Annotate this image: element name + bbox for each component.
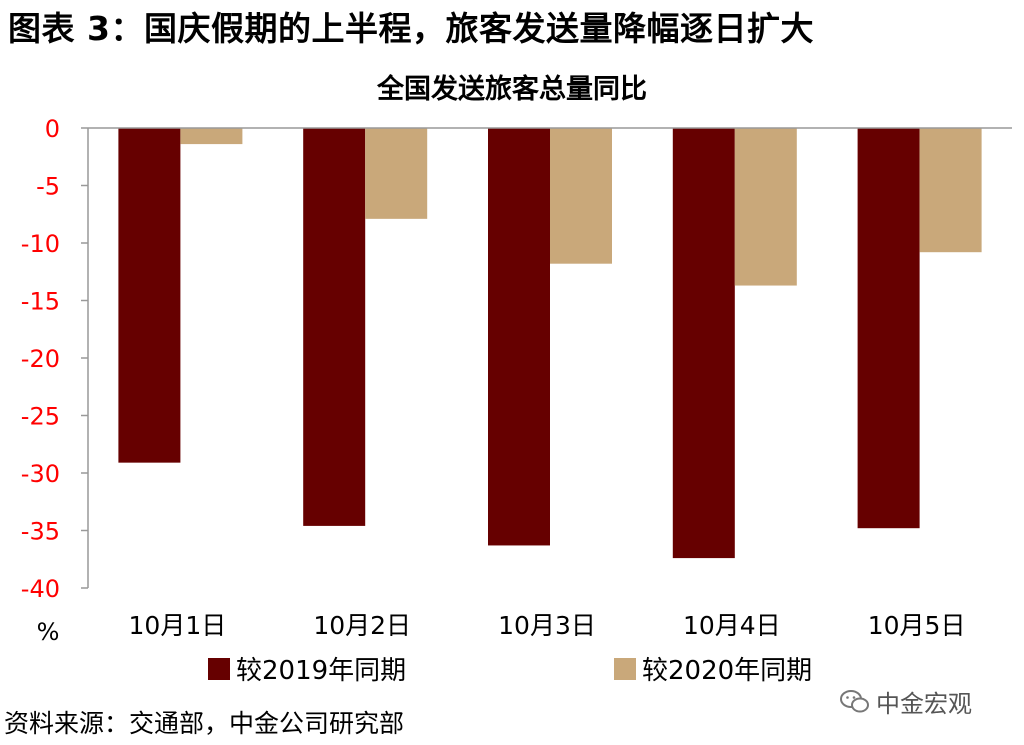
legend-label: 较2019年同期 bbox=[236, 656, 407, 686]
bar-1-1 bbox=[118, 128, 181, 463]
y-tick-label: -20 bbox=[21, 345, 60, 373]
bars-layer bbox=[118, 128, 982, 559]
axis-layer: 0 -5 -10 -15 -20 -25 -30 -35 -40% 10月1日 10月2日 10月3日… bbox=[21, 115, 1012, 646]
bar-chart: 全国发送旅客总量同比 0 -5 -10 -15 -20 -25 -30 -35 -40% 10月1… bbox=[21, 73, 1012, 646]
bar-1-4 bbox=[672, 128, 735, 559]
x-tick-label: 10月2日 bbox=[313, 611, 411, 640]
legend: 较2019年同期 较2020年同期 bbox=[0, 650, 1024, 690]
y-tick-label: -40 bbox=[21, 575, 60, 603]
bar-2-3 bbox=[550, 128, 612, 264]
y-tick-label: -5 bbox=[36, 173, 60, 201]
bar-2-2 bbox=[365, 128, 428, 219]
x-tick-label: 10月5日 bbox=[868, 611, 966, 640]
y-tick-label: -15 bbox=[21, 288, 60, 316]
legend-swatch bbox=[208, 657, 230, 680]
legend-item-1: 较2019年同期 bbox=[208, 650, 406, 687]
x-tick-label: 10月1日 bbox=[129, 611, 227, 640]
y-tick-label: -25 bbox=[21, 403, 60, 431]
legend-swatch bbox=[614, 657, 636, 680]
bar-1-2 bbox=[303, 128, 366, 526]
bar-1-3 bbox=[488, 128, 550, 546]
chart-title: 全国发送旅客总量同比 bbox=[376, 73, 647, 105]
y-axis-unit: % bbox=[37, 618, 60, 646]
y-tick-label: -30 bbox=[21, 460, 60, 488]
bar-2-4 bbox=[734, 128, 797, 286]
x-tick-label: 10月3日 bbox=[498, 611, 596, 640]
legend-item-2: 较2020年同期 bbox=[614, 650, 812, 687]
x-tick-label: 10月4日 bbox=[683, 611, 781, 640]
watermark: 中金宏观 bbox=[840, 684, 972, 719]
y-tick-label: -10 bbox=[21, 230, 60, 258]
bar-2-5 bbox=[919, 128, 982, 253]
wechat-icon bbox=[840, 689, 869, 712]
source-note: 资料来源：交通部，中金公司研究部 bbox=[4, 709, 405, 738]
figure-title: 图表 3：国庆假期的上半程，旅客发送量降幅逐日扩大 bbox=[8, 9, 814, 48]
y-tick-label: 0 bbox=[45, 115, 60, 143]
y-tick-label: -35 bbox=[21, 518, 60, 546]
bar-2-1 bbox=[180, 128, 243, 145]
bar-1-5 bbox=[857, 128, 920, 529]
legend-label: 较2020年同期 bbox=[642, 656, 813, 686]
watermark-text: 中金宏观 bbox=[876, 690, 972, 718]
